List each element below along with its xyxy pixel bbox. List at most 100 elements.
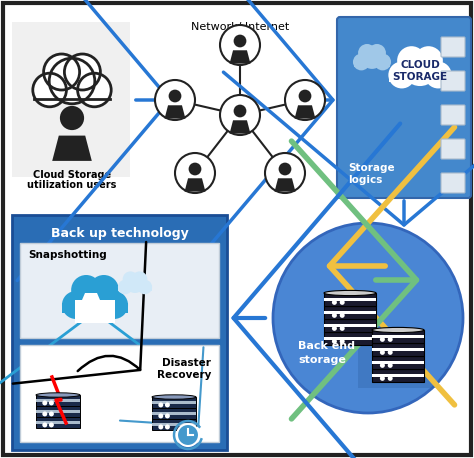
Text: Back up technology: Back up technology <box>51 227 188 240</box>
Circle shape <box>340 339 345 344</box>
FancyBboxPatch shape <box>36 395 80 406</box>
FancyBboxPatch shape <box>372 348 424 351</box>
Circle shape <box>165 414 170 419</box>
Circle shape <box>414 46 443 75</box>
Circle shape <box>158 403 164 408</box>
Text: Recovery: Recovery <box>156 370 211 380</box>
FancyBboxPatch shape <box>36 399 80 402</box>
Circle shape <box>299 90 311 103</box>
FancyBboxPatch shape <box>372 374 424 377</box>
Circle shape <box>340 326 345 331</box>
Circle shape <box>285 80 325 120</box>
Circle shape <box>137 280 152 294</box>
Circle shape <box>397 46 426 75</box>
Circle shape <box>165 403 170 408</box>
Circle shape <box>71 275 101 305</box>
Text: Network/ Internet: Network/ Internet <box>191 22 289 32</box>
Ellipse shape <box>36 393 80 397</box>
Circle shape <box>118 280 132 294</box>
FancyBboxPatch shape <box>152 401 196 403</box>
FancyBboxPatch shape <box>441 37 465 57</box>
Circle shape <box>132 272 147 287</box>
Circle shape <box>425 61 452 88</box>
Circle shape <box>44 54 80 90</box>
FancyBboxPatch shape <box>337 17 471 198</box>
FancyBboxPatch shape <box>36 406 80 417</box>
Circle shape <box>60 106 84 130</box>
FancyBboxPatch shape <box>324 298 376 301</box>
Circle shape <box>220 95 260 135</box>
Circle shape <box>64 54 100 90</box>
FancyBboxPatch shape <box>372 356 424 369</box>
FancyBboxPatch shape <box>441 105 465 125</box>
Text: Cloud Storage: Cloud Storage <box>33 170 111 180</box>
Circle shape <box>388 337 392 342</box>
Polygon shape <box>274 178 295 191</box>
Circle shape <box>388 350 392 355</box>
Circle shape <box>49 411 54 416</box>
Circle shape <box>175 153 215 193</box>
FancyBboxPatch shape <box>152 397 196 408</box>
FancyBboxPatch shape <box>324 306 376 319</box>
Circle shape <box>340 300 345 305</box>
Text: storage: storage <box>298 355 346 365</box>
Circle shape <box>332 339 337 344</box>
Text: Back end: Back end <box>298 341 355 351</box>
FancyBboxPatch shape <box>372 369 424 382</box>
FancyBboxPatch shape <box>152 412 196 414</box>
FancyBboxPatch shape <box>152 419 196 430</box>
Circle shape <box>368 44 386 62</box>
Circle shape <box>42 422 47 427</box>
FancyBboxPatch shape <box>118 286 152 291</box>
FancyBboxPatch shape <box>372 360 424 364</box>
FancyBboxPatch shape <box>441 173 465 193</box>
Circle shape <box>380 376 385 381</box>
FancyBboxPatch shape <box>324 319 376 332</box>
FancyBboxPatch shape <box>36 410 80 413</box>
Circle shape <box>89 275 119 305</box>
Circle shape <box>353 54 370 71</box>
Circle shape <box>388 376 392 381</box>
Circle shape <box>273 223 463 413</box>
Circle shape <box>177 424 199 446</box>
FancyBboxPatch shape <box>324 311 376 314</box>
FancyBboxPatch shape <box>3 3 471 455</box>
Circle shape <box>76 278 114 316</box>
Circle shape <box>155 80 195 120</box>
Circle shape <box>33 73 66 107</box>
Polygon shape <box>75 293 115 323</box>
Circle shape <box>380 363 385 368</box>
Circle shape <box>49 422 54 427</box>
Text: logics: logics <box>348 175 383 185</box>
Circle shape <box>402 49 438 86</box>
Circle shape <box>340 313 345 318</box>
Text: Disaster: Disaster <box>162 358 211 368</box>
Circle shape <box>158 414 164 419</box>
FancyBboxPatch shape <box>354 60 390 66</box>
Polygon shape <box>229 120 250 134</box>
FancyBboxPatch shape <box>372 343 424 356</box>
Circle shape <box>100 291 128 319</box>
FancyBboxPatch shape <box>12 22 130 177</box>
Polygon shape <box>164 105 185 119</box>
FancyBboxPatch shape <box>63 302 128 312</box>
Circle shape <box>361 46 383 69</box>
FancyBboxPatch shape <box>324 332 376 345</box>
Circle shape <box>158 425 164 430</box>
Circle shape <box>125 273 145 293</box>
Circle shape <box>49 58 95 104</box>
Circle shape <box>380 337 385 342</box>
Polygon shape <box>184 178 205 191</box>
Circle shape <box>332 326 337 331</box>
Circle shape <box>123 272 138 287</box>
FancyBboxPatch shape <box>152 423 196 425</box>
Circle shape <box>189 163 201 175</box>
Text: STORAGE: STORAGE <box>392 72 447 82</box>
Circle shape <box>220 25 260 65</box>
Circle shape <box>165 425 170 430</box>
Circle shape <box>62 291 90 319</box>
FancyBboxPatch shape <box>152 408 196 419</box>
FancyBboxPatch shape <box>36 417 80 428</box>
Circle shape <box>42 411 47 416</box>
Circle shape <box>332 300 337 305</box>
